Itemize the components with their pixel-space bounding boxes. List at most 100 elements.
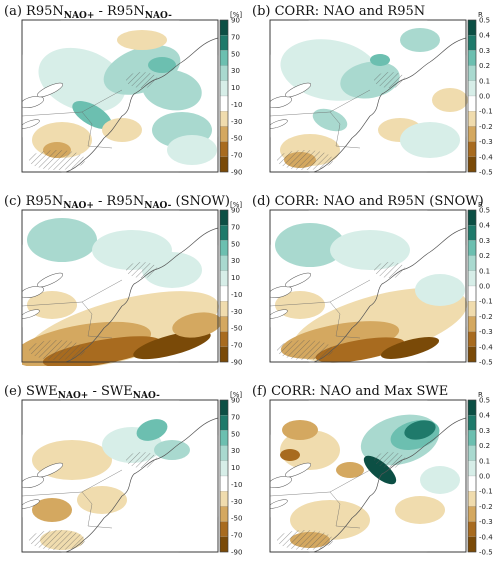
title-subscript: NAO- bbox=[144, 201, 171, 211]
panel-title: (c) R95NNAO+ - R95NNAO- (SNOW) bbox=[4, 194, 230, 211]
great-lake bbox=[270, 309, 288, 319]
map-border bbox=[21, 209, 219, 363]
significance-hatch bbox=[374, 452, 406, 468]
colorbar-tick: -0.5 bbox=[479, 169, 493, 177]
colorbar-segment bbox=[219, 445, 229, 461]
colorbar-segment bbox=[219, 285, 229, 302]
great-lake bbox=[270, 499, 288, 509]
colorbar-segment bbox=[467, 399, 477, 416]
great-lake bbox=[36, 462, 64, 478]
colorbar-unit: [%] bbox=[230, 391, 242, 399]
colorbar-frame bbox=[219, 19, 229, 173]
colorbar-tick: -30 bbox=[231, 308, 242, 316]
colorbar: [%]90 70 50 30 10 -10 -30 -50 -70 -90 bbox=[219, 201, 242, 367]
colorbar-segment bbox=[219, 399, 229, 416]
great-lake bbox=[22, 119, 40, 129]
colorbar-segment bbox=[467, 521, 477, 537]
field-patch bbox=[312, 108, 348, 132]
field bbox=[270, 20, 474, 176]
great-lake bbox=[284, 272, 312, 288]
field-patch bbox=[280, 449, 300, 461]
field-patch bbox=[42, 336, 162, 366]
coastline bbox=[65, 20, 219, 173]
colorbar-tick: -50 bbox=[231, 135, 242, 143]
colorbar-tick: -0.5 bbox=[479, 359, 493, 367]
title-subscript: NAO+ bbox=[63, 201, 94, 211]
colorbar-segment bbox=[219, 491, 229, 507]
colorbar-segment bbox=[219, 225, 229, 241]
state-borders bbox=[270, 469, 371, 529]
colorbar-segment bbox=[219, 331, 229, 347]
field-patch bbox=[415, 274, 465, 306]
panel-d: (d) CORR: NAO and R95N (SNOW)R0.5 0.4 0.3 0… bbox=[252, 194, 493, 367]
colorbar-segment bbox=[219, 19, 229, 36]
colorbar-segment bbox=[467, 209, 477, 226]
field-patch bbox=[27, 218, 97, 262]
colorbar-segment bbox=[219, 475, 229, 492]
state-borders bbox=[22, 279, 123, 339]
colorbar-tick: 30 bbox=[231, 257, 240, 265]
colorbar-tick: 0.4 bbox=[479, 32, 491, 40]
colorbar-tick: 10 bbox=[231, 274, 240, 282]
colorbar-tick: -30 bbox=[231, 118, 242, 126]
colorbar-tick: -70 bbox=[231, 342, 242, 350]
colorbar-segment bbox=[467, 65, 477, 81]
panel-letter: (d) bbox=[252, 194, 270, 209]
panel-letter: (b) bbox=[252, 4, 270, 19]
panel-a: (a) R95NNAO+ - R95NNAO- [%]90 70 50 30 10 -10 -… bbox=[4, 4, 242, 177]
colorbar-tick: 30 bbox=[231, 67, 240, 75]
colorbar-tick: 0.4 bbox=[479, 222, 491, 230]
colorbar-frame bbox=[467, 209, 477, 363]
panel-letter: (f) bbox=[252, 384, 267, 399]
field-patch bbox=[290, 500, 370, 540]
map-area bbox=[269, 209, 474, 366]
colorbar-tick: 70 bbox=[231, 33, 240, 41]
colorbar: R0.5 0.4 0.3 0.2 0.1 0.0 -0.1 -0.2 -0.3 -0.4 -0.5 bbox=[467, 11, 493, 177]
great-lake bbox=[22, 476, 44, 488]
colorbar-tick: 0.0 bbox=[479, 283, 490, 291]
great-lake bbox=[22, 286, 44, 298]
colorbar-segment bbox=[467, 491, 477, 507]
colorbar-segment bbox=[219, 506, 229, 522]
colorbar-segment bbox=[467, 506, 477, 522]
colorbar-tick: 90 bbox=[231, 207, 240, 215]
colorbar-segment bbox=[467, 301, 477, 317]
colorbar-segment bbox=[219, 240, 229, 256]
significance-hatch bbox=[126, 262, 158, 278]
colorbar-segment bbox=[467, 475, 477, 492]
colorbar-tick: -50 bbox=[231, 515, 242, 523]
colorbar-tick: -0.3 bbox=[479, 328, 493, 336]
field-patch bbox=[363, 455, 397, 485]
significance-hatch bbox=[126, 452, 158, 468]
colorbar-frame bbox=[219, 209, 229, 363]
field-patch bbox=[336, 462, 364, 478]
colorbar-segment bbox=[467, 536, 477, 553]
colorbar-tick: 0.5 bbox=[479, 17, 490, 25]
colorbar-tick: 50 bbox=[231, 430, 240, 438]
field-patch bbox=[282, 420, 318, 440]
panel-title: (a) R95NNAO+ - R95NNAO- bbox=[4, 4, 172, 21]
panel-title: (f) CORR: NAO and Max SWE bbox=[252, 384, 448, 399]
colorbar-segment bbox=[467, 50, 477, 66]
great-lake bbox=[36, 272, 64, 288]
field-patch bbox=[420, 466, 460, 494]
coastline bbox=[313, 20, 467, 173]
colorbar-tick: -0.3 bbox=[479, 138, 493, 146]
state-borders bbox=[22, 469, 123, 529]
map-border bbox=[269, 19, 467, 173]
colorbar-frame bbox=[467, 19, 477, 173]
title-text: CORR: NAO and R95N bbox=[275, 4, 426, 19]
colorbar-unit: [%] bbox=[230, 11, 242, 19]
map-area bbox=[269, 19, 474, 176]
title-text: CORR: NAO and Max SWE bbox=[271, 384, 448, 399]
panel-e: (e) SWENAO+ - SWENAO- [%]90 70 50 30 10 -10 -30… bbox=[4, 384, 242, 557]
colorbar: R0.5 0.4 0.3 0.2 0.1 0.0 -0.1 -0.2 -0.3 -0.4 -0.5 bbox=[467, 391, 493, 557]
map-border bbox=[269, 209, 467, 363]
panel-title: (b) CORR: NAO and R95N bbox=[252, 4, 425, 19]
colorbar-tick: -90 bbox=[231, 549, 242, 557]
title-subscript: NAO+ bbox=[64, 11, 95, 21]
colorbar-segment bbox=[467, 156, 477, 173]
colorbar-segment bbox=[467, 80, 477, 97]
field-patch bbox=[275, 223, 345, 267]
colorbar: [%]90 70 50 30 10 -10 -30 -50 -70 -90 bbox=[219, 391, 242, 557]
